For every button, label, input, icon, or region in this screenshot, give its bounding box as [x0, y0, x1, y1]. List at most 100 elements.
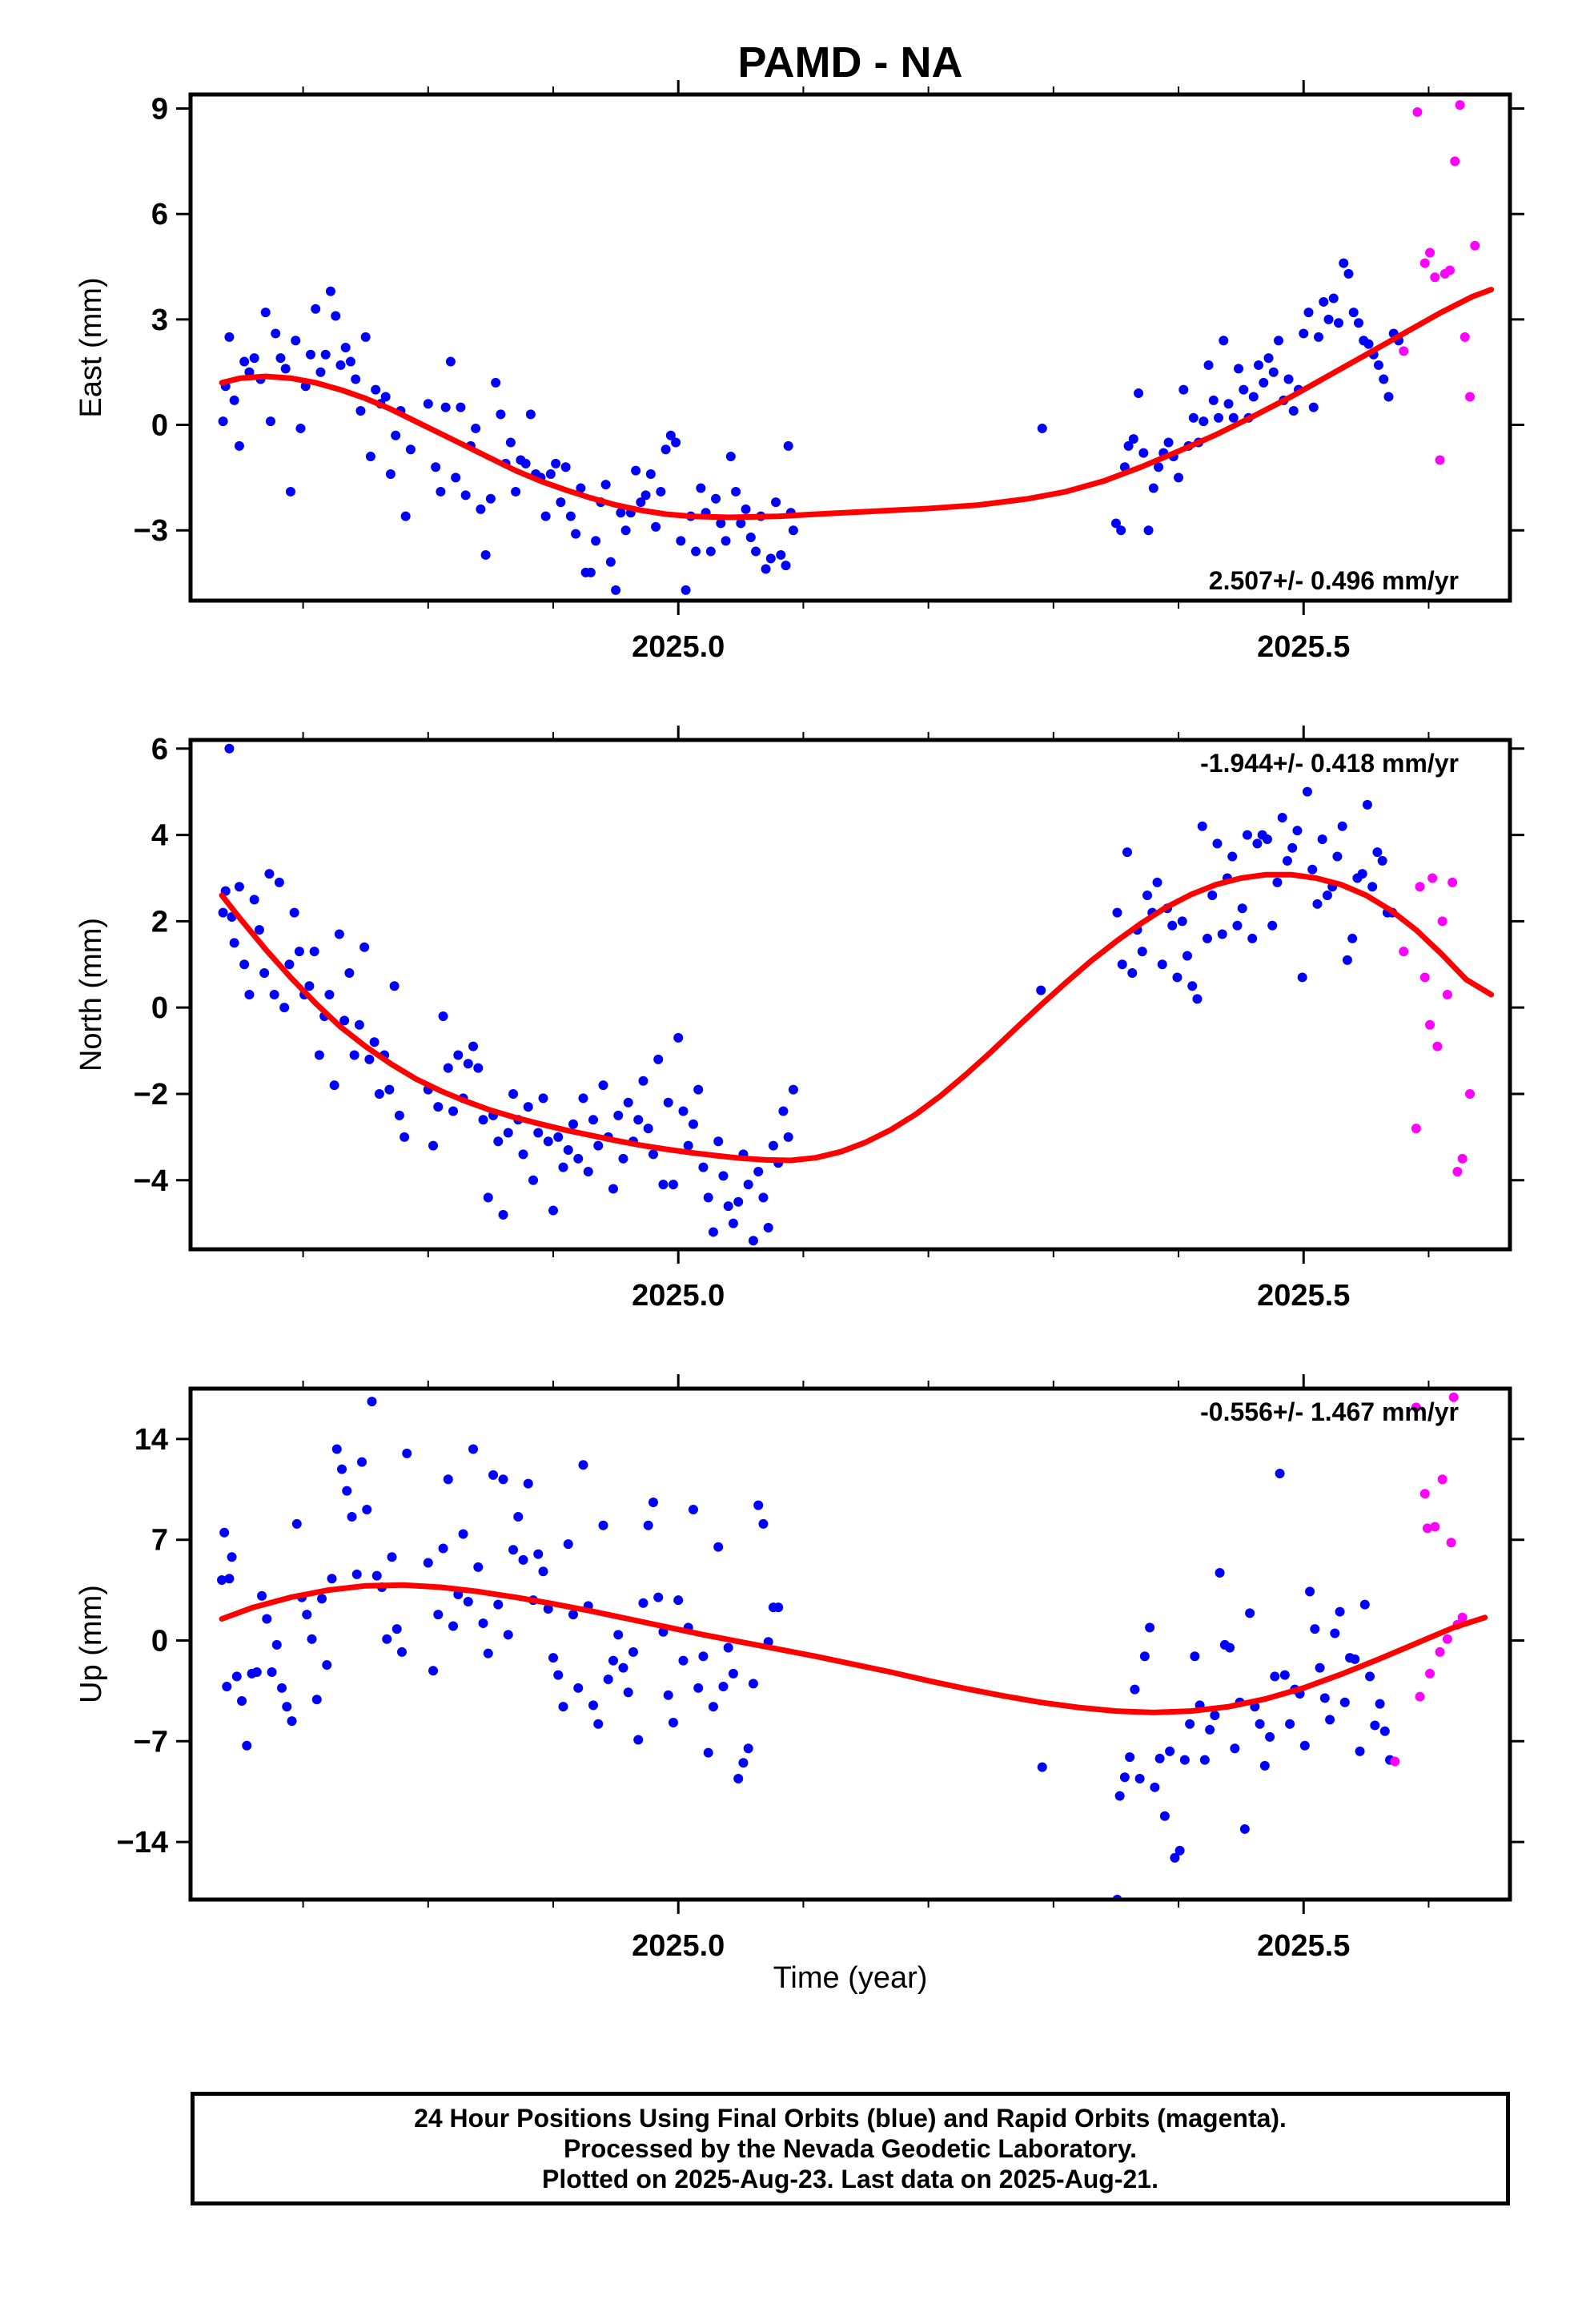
up-final-orbit-point — [478, 1618, 488, 1628]
up-final-orbit-point — [1185, 1719, 1195, 1729]
up-final-orbit-point — [402, 1448, 412, 1458]
up-final-orbit-point — [1215, 1568, 1225, 1578]
east-final-orbit-point — [540, 511, 551, 521]
east-final-orbit-point — [505, 437, 516, 448]
up-final-orbit-point — [653, 1592, 664, 1602]
east-final-orbit-point — [320, 349, 331, 360]
east-final-orbit-point — [456, 402, 466, 412]
up-final-orbit-point — [231, 1671, 242, 1682]
east-final-orbit-point — [360, 332, 371, 342]
east-final-orbit-point — [305, 349, 315, 360]
up-final-orbit-point — [1299, 1740, 1310, 1751]
north-final-orbit-point — [638, 1076, 648, 1086]
east-final-orbit-point — [431, 462, 441, 472]
east-final-orbit-point — [436, 486, 446, 497]
north-final-orbit-point — [1262, 834, 1272, 844]
north-final-orbit-point — [568, 1119, 578, 1129]
up-final-orbit-point — [1275, 1469, 1285, 1479]
east-final-orbit-point — [741, 504, 751, 514]
up-final-orbit-point — [1279, 1670, 1290, 1680]
east-final-orbit-point — [445, 356, 456, 367]
up-final-orbit-point — [498, 1474, 508, 1485]
north-final-orbit-point — [588, 1115, 598, 1125]
caption-box: 24 Hour Positions Using Final Orbits (bl… — [191, 2092, 1510, 2205]
north-rapid-orbit-point — [1432, 1041, 1443, 1051]
east-final-orbit-point — [351, 374, 361, 384]
north-final-orbit-point — [453, 1050, 464, 1060]
north-final-orbit-point — [369, 1037, 379, 1047]
east-final-orbit-point — [565, 511, 576, 521]
up-final-orbit-point — [428, 1666, 439, 1676]
up-final-orbit-point — [473, 1562, 484, 1572]
up-final-orbit-point — [1145, 1622, 1155, 1633]
east-final-orbit-point — [611, 585, 621, 595]
up-final-orbit-point — [1130, 1684, 1140, 1695]
east-final-orbit-point — [1214, 412, 1224, 423]
east-y-tick-label: 0 — [151, 409, 168, 443]
north-final-orbit-point — [1172, 972, 1182, 983]
north-final-orbit-point — [259, 968, 270, 979]
east-final-orbit-point — [391, 430, 401, 440]
east-final-orbit-point — [525, 409, 536, 420]
east-final-orbit-point — [605, 557, 616, 567]
north-final-orbit-point — [533, 1128, 544, 1138]
east-final-orbit-point — [1363, 339, 1374, 349]
up-final-orbit-point — [1210, 1710, 1220, 1720]
caption-line-dates: Plotted on 2025-Aug-23. Last data on 202… — [542, 2165, 1158, 2193]
up-final-orbit-point — [1199, 1755, 1210, 1765]
east-final-orbit-point — [1288, 406, 1299, 416]
up-final-orbit-point — [277, 1683, 287, 1693]
east-final-orbit-point — [1319, 296, 1329, 307]
north-final-orbit-point — [693, 1084, 704, 1095]
east-final-orbit-point — [1274, 336, 1284, 346]
east-final-orbit-point — [331, 311, 341, 321]
north-final-orbit-point — [1117, 959, 1127, 970]
east-final-orbit-point — [1343, 268, 1354, 279]
up-final-orbit-point — [1245, 1608, 1255, 1618]
east-final-orbit-point — [511, 486, 521, 497]
up-final-orbit-point — [1330, 1628, 1340, 1638]
north-final-orbit-point — [768, 1140, 778, 1151]
east-final-orbit-point — [229, 395, 239, 405]
up-final-orbit-point — [623, 1687, 633, 1698]
up-rapid-orbit-point — [1419, 1489, 1430, 1499]
up-rapid-orbit-point — [1390, 1756, 1400, 1767]
east-rapid-orbit-point — [1460, 332, 1470, 342]
north-final-orbit-point — [613, 1110, 624, 1120]
north-final-orbit-point — [344, 968, 355, 979]
north-final-orbit-point — [359, 942, 370, 952]
east-panel: 2025.0 2025.5 −3 0 3 6 9 East (mm) 2.507+/- 0.49… — [74, 80, 1524, 664]
east-final-orbit-point — [1208, 395, 1219, 405]
east-final-orbit-point — [620, 525, 631, 536]
east-final-orbit-point — [745, 533, 756, 542]
north-final-orbit-point — [329, 1080, 339, 1091]
up-final-orbit-point — [1319, 1693, 1330, 1703]
north-rate-label: -1.944+/- 0.418 mm/yr — [1200, 749, 1459, 778]
up-final-orbit-point — [267, 1667, 277, 1678]
up-final-orbit-point — [327, 1574, 337, 1584]
up-final-orbit-point — [1150, 1782, 1160, 1792]
caption-line-orbits: 24 Hour Positions Using Final Orbits (bl… — [414, 2104, 1287, 2133]
up-final-orbit-point — [391, 1624, 402, 1634]
up-y-axis-label: Up (mm) — [74, 1585, 108, 1703]
up-final-orbit-point — [563, 1539, 573, 1550]
north-final-orbit-point — [224, 743, 235, 754]
north-final-orbit-point — [349, 1050, 359, 1060]
north-x-tick-label: 2025.5 — [1257, 1279, 1350, 1313]
up-final-orbit-point — [1355, 1746, 1365, 1756]
up-final-orbit-point — [1370, 1720, 1380, 1731]
caption-line-processor: Processed by the Nevada Geodetic Laborat… — [563, 2134, 1138, 2163]
east-frame — [188, 92, 1512, 603]
east-final-orbit-point — [340, 343, 351, 352]
north-final-orbit-point — [1036, 985, 1046, 995]
up-x-tick-label: 2025.5 — [1257, 1929, 1350, 1963]
east-final-orbit-point — [1178, 384, 1189, 395]
north-final-orbit-point — [498, 1209, 508, 1220]
up-fit-curve — [219, 1582, 1488, 1715]
north-final-orbit-point — [389, 981, 400, 991]
north-rapid-orbit-point — [1447, 877, 1458, 887]
east-final-orbit-point — [239, 356, 250, 367]
north-final-orbit-point — [598, 1080, 608, 1091]
east-final-orbit-point — [1283, 374, 1294, 384]
up-rapid-orbit-point — [1415, 1691, 1425, 1702]
